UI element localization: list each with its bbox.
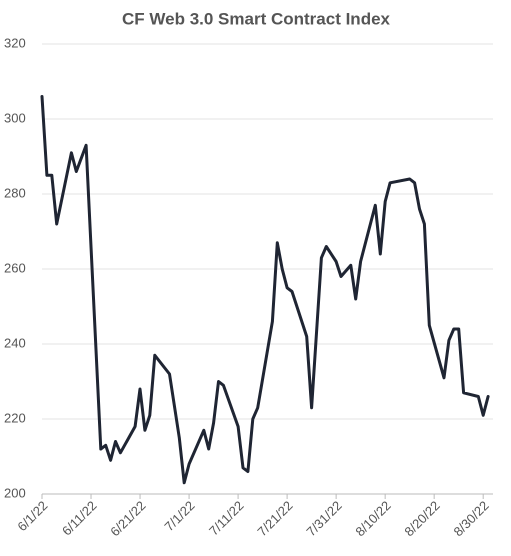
y-tick-label: 320: [4, 35, 26, 50]
line-series: [40, 95, 490, 485]
x-tick-label: 7/11/22: [206, 498, 247, 539]
x-tick-label: 7/21/22: [254, 498, 295, 539]
x-tick-label: 8/10/22: [352, 498, 393, 539]
y-tick-label: 260: [4, 260, 26, 275]
x-tick-label: 6/1/22: [14, 498, 50, 534]
y-tick-label: 220: [4, 410, 26, 425]
x-tick-label: 7/1/22: [161, 498, 197, 534]
x-tick-label: 6/11/22: [59, 498, 100, 539]
x-tick-label: 8/30/22: [450, 498, 491, 539]
x-tick-label: 7/31/22: [303, 498, 344, 539]
chart-title: CF Web 3.0 Smart Contract Index: [122, 9, 391, 28]
x-tick-label: 8/20/22: [401, 498, 442, 539]
y-tick-label: 300: [4, 110, 26, 125]
y-tick-label: 280: [4, 185, 26, 200]
y-tick-label: 240: [4, 335, 26, 350]
y-tick-label: 200: [4, 485, 26, 500]
x-tick-label: 6/21/22: [107, 498, 148, 539]
